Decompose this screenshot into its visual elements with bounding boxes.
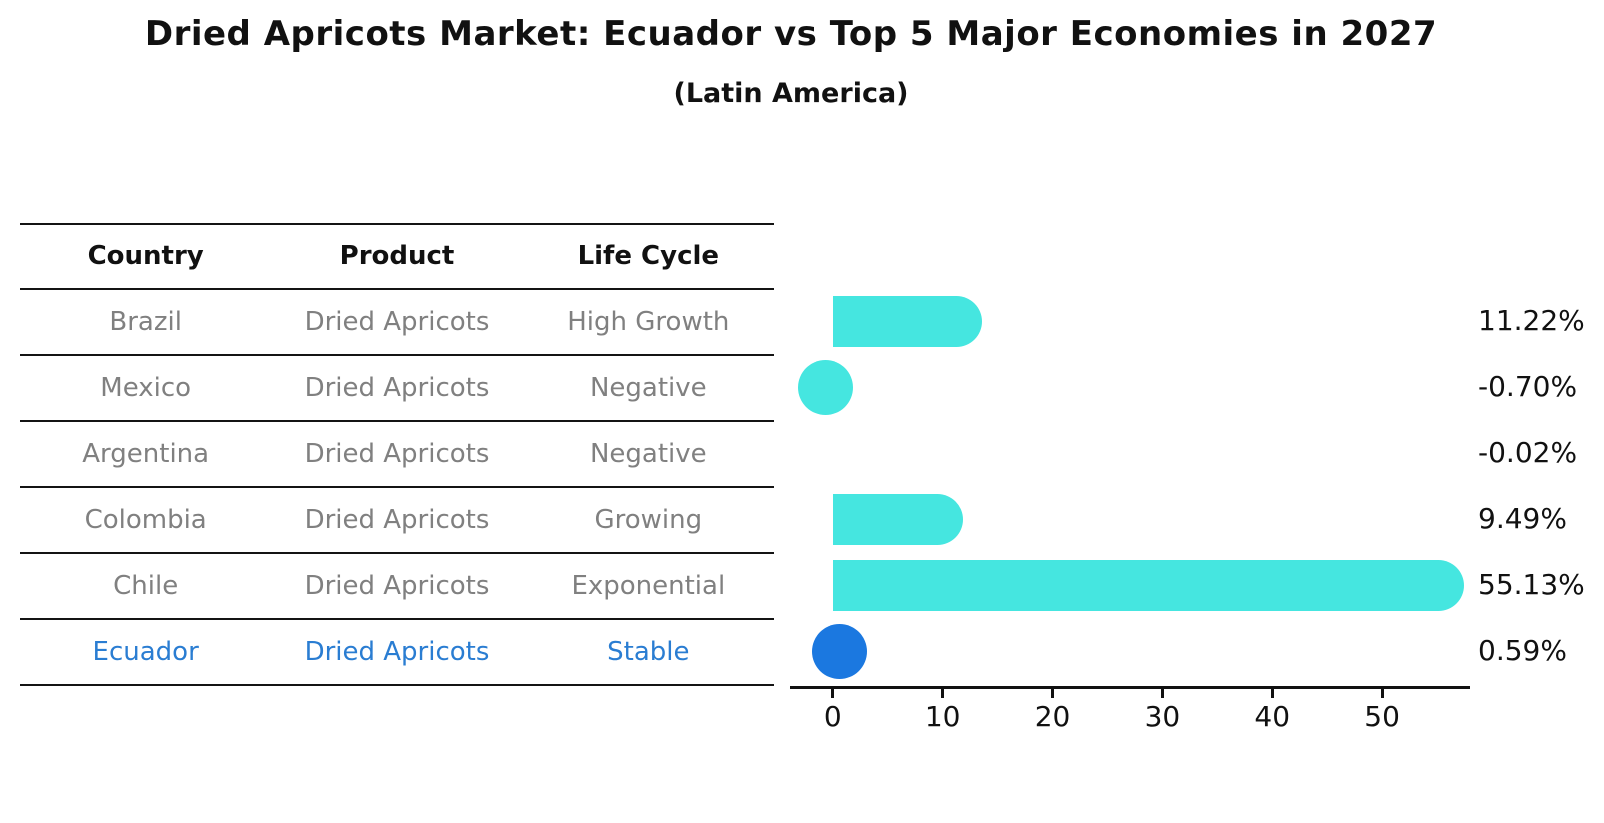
x-tick-label: 10 (924, 700, 961, 733)
table-cell-country: Mexico (100, 373, 192, 403)
value-label-mexico: -0.70% (1478, 370, 1578, 403)
table-cell-country: Brazil (109, 307, 182, 337)
value-label-argentina: -0.02% (1478, 436, 1578, 469)
x-tick-label: 50 (1364, 700, 1400, 733)
table-cell-life_cycle: Negative (589, 373, 707, 403)
bar-chile (832, 559, 1465, 611)
table-header-cell-country: Country (87, 241, 204, 271)
x-tick-label: 40 (1254, 700, 1291, 733)
table-cell-country: Chile (113, 571, 179, 601)
table-cell-country: Colombia (84, 505, 207, 535)
bar-brazil (832, 295, 983, 347)
table-row-brazil: Brazil Dried Apricots High Growth (20, 290, 774, 356)
x-axis-tick (1380, 689, 1384, 698)
bar-mexico (797, 359, 853, 415)
table-cell-product: Dried Apricots (304, 373, 490, 403)
table-cell-product: Dried Apricots (304, 439, 490, 469)
table-header-row: Country Product Life Cycle (20, 225, 774, 290)
table-cell-product: Dried Apricots (304, 637, 490, 667)
bar-colombia (832, 493, 964, 545)
value-label-colombia: 9.49% (1478, 502, 1567, 535)
table-row-ecuador: Ecuador Dried Apricots Stable (20, 620, 774, 686)
chart-subtitle: (Latin America) (673, 78, 909, 109)
table-row-mexico: Mexico Dried Apricots Negative (20, 356, 774, 422)
x-axis-tick (1160, 689, 1164, 698)
x-tick-label: 20 (1034, 700, 1071, 733)
table-header-cell-life-cycle: Life Cycle (577, 241, 720, 271)
table-row-colombia: Colombia Dried Apricots Growing (20, 488, 774, 554)
table-cell-life_cycle: Stable (607, 637, 690, 667)
x-tick-label: 30 (1144, 700, 1181, 733)
table-row-chile: Chile Dried Apricots Exponential (20, 554, 774, 620)
table-cell-product: Dried Apricots (304, 571, 490, 601)
table-cell-life_cycle: High Growth (567, 307, 730, 337)
table-cell-life_cycle: Growing (594, 505, 703, 535)
x-axis-tick (941, 689, 945, 698)
x-axis-tick (1270, 689, 1274, 698)
x-tick-label: 0 (823, 700, 842, 733)
table-header-cell-product: Product (339, 241, 455, 271)
table-cell-product: Dried Apricots (304, 505, 490, 535)
value-label-ecuador: 0.59% (1478, 634, 1567, 667)
bar-ecuador (811, 623, 867, 679)
x-axis-tick (831, 689, 835, 698)
value-label-chile: 55.13% (1478, 568, 1585, 601)
table-row-argentina: Argentina Dried Apricots Negative (20, 422, 774, 488)
table-cell-life_cycle: Exponential (571, 571, 726, 601)
value-label-column: 11.22% -0.70% -0.02% 9.49% 55.13% 0.59% (1478, 288, 1604, 684)
value-label-brazil: 11.22% (1478, 304, 1585, 337)
table-cell-country: Argentina (82, 439, 210, 469)
x-axis-tick (1051, 689, 1055, 698)
table-cell-life_cycle: Negative (589, 439, 707, 469)
table-cell-product: Dried Apricots (304, 307, 490, 337)
table-cell-country: Ecuador (92, 637, 199, 667)
x-axis-line (790, 686, 1470, 689)
chart-title: Dried Apricots Market: Ecuador vs Top 5 … (144, 14, 1438, 54)
country-product-table: Country Product Life Cycle Brazil Dried Apri… (20, 223, 774, 686)
bar-chart-plot-area: 0 10 20 30 40 50 (790, 288, 1470, 748)
